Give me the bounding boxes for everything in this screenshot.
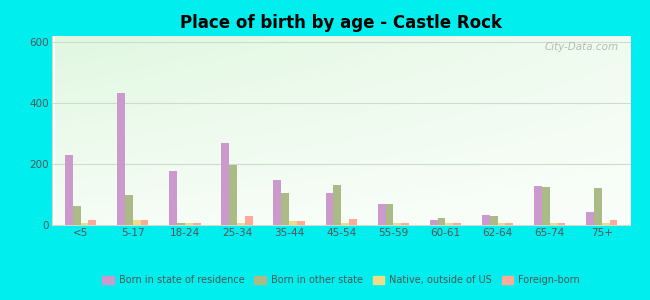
Bar xyxy=(326,193,333,225)
Bar xyxy=(445,224,453,225)
Title: Place of birth by age - Castle Rock: Place of birth by age - Castle Rock xyxy=(180,14,502,32)
Bar xyxy=(192,223,201,225)
Bar xyxy=(385,204,393,225)
Bar xyxy=(349,219,357,225)
Bar xyxy=(482,215,490,225)
Bar xyxy=(169,171,177,225)
Bar xyxy=(498,224,506,225)
Bar xyxy=(430,220,437,225)
Text: City-Data.com: City-Data.com xyxy=(545,42,619,52)
Legend: Born in state of residence, Born in other state, Native, outside of US, Foreign-: Born in state of residence, Born in othe… xyxy=(99,272,584,289)
Bar xyxy=(88,220,96,225)
Bar xyxy=(594,188,602,225)
Bar xyxy=(506,223,514,225)
Bar xyxy=(333,185,341,225)
Bar xyxy=(125,194,133,225)
Bar xyxy=(133,220,140,225)
Bar xyxy=(237,223,245,225)
Bar xyxy=(297,221,305,225)
Bar xyxy=(177,224,185,225)
Bar xyxy=(610,220,617,225)
Bar xyxy=(437,218,445,225)
Bar xyxy=(140,220,148,225)
Bar xyxy=(490,216,498,225)
Bar xyxy=(401,223,409,225)
Bar xyxy=(341,223,349,225)
Bar xyxy=(550,223,558,225)
Bar xyxy=(73,206,81,225)
Bar xyxy=(534,186,542,225)
Bar xyxy=(558,223,566,225)
Bar xyxy=(185,224,192,225)
Bar xyxy=(222,143,229,225)
Bar xyxy=(289,221,297,225)
Bar xyxy=(229,165,237,225)
Bar xyxy=(393,223,401,225)
Bar xyxy=(245,216,253,225)
Bar xyxy=(542,187,550,225)
Bar xyxy=(602,223,610,225)
Bar xyxy=(378,204,385,225)
Bar xyxy=(81,223,88,225)
Bar xyxy=(274,180,281,225)
Bar xyxy=(586,212,594,225)
Bar xyxy=(117,93,125,225)
Bar xyxy=(453,223,461,225)
Bar xyxy=(281,193,289,225)
Bar xyxy=(65,155,73,225)
